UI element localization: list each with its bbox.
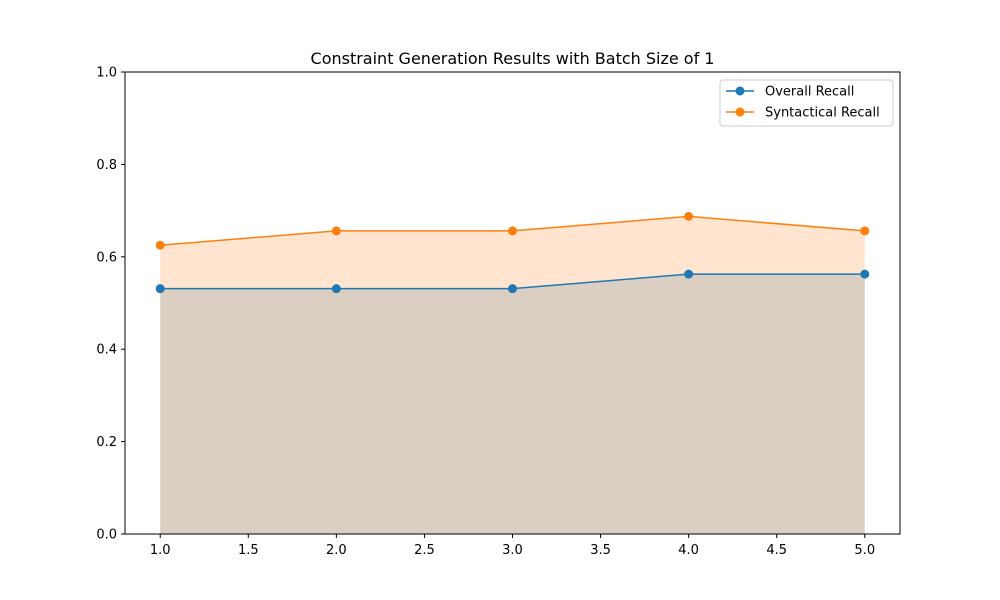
y-tick-label: 0.6 [96,250,117,265]
y-tick-label: 0.0 [96,528,117,543]
legend-label-2: Syntactical Recall [765,106,880,121]
data-point [155,240,165,250]
y-tick-label: 0.8 [96,158,117,173]
x-tick-label: 4.0 [678,543,699,558]
data-point [860,269,870,279]
x-tick-label: 1.0 [150,543,171,558]
legend-label-1: Overall Recall [765,85,854,100]
x-tick-label: 5.0 [854,543,875,558]
data-point [331,226,341,236]
x-tick-label: 3.5 [590,543,611,558]
series-area-2 [160,216,865,534]
data-point [860,226,870,236]
legend: Overall Recall Syntactical Recall [719,79,894,127]
y-tick-label: 0.2 [96,435,117,450]
series-area-1 [160,274,865,534]
y-tick-label: 0.4 [96,343,117,358]
data-point [684,269,694,279]
data-point [684,211,694,221]
chart-title: Constraint Generation Results with Batch… [311,49,715,68]
x-tick-label: 3.0 [502,543,523,558]
data-point [508,226,517,236]
x-tick-label: 2.5 [414,543,435,558]
data-point [508,284,517,294]
plot-area: 1.0 1.5 2.0 2.5 3.0 3.5 4.0 4.5 5.0 0.0 0.2 0.4 0.6 0… [96,66,901,558]
x-tick-label: 1.5 [238,543,259,558]
legend-marker-1 [735,86,745,96]
x-tick-label: 4.5 [766,543,787,558]
data-point [155,284,165,294]
legend-marker-2 [735,107,745,117]
x-tick-label: 2.0 [326,543,347,558]
y-tick-label: 1.0 [96,66,117,81]
legend-box [719,79,894,127]
data-point [331,284,341,294]
